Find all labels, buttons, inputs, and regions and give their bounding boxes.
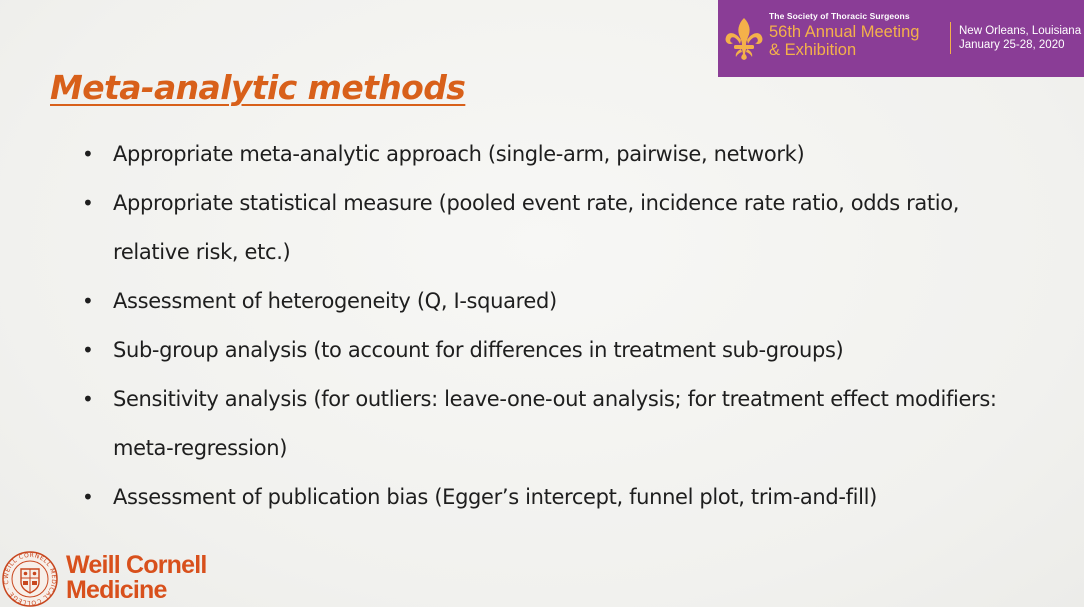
fleur-de-lis-icon xyxy=(725,18,763,60)
meeting-line-1: 56th Annual Meeting xyxy=(769,23,920,41)
bullet-dot-icon: • xyxy=(82,387,94,411)
bullet-dot-icon: • xyxy=(82,289,94,313)
bullet-dot-icon: • xyxy=(82,338,94,362)
bullet-dot-icon: • xyxy=(82,485,94,509)
bullet-text: Sensitivity analysis (for outliers: leav… xyxy=(113,387,997,460)
bullet-text: Assessment of publication bias (Egger’s … xyxy=(113,485,877,509)
slide-title: Meta-analytic methods xyxy=(50,68,466,107)
bullet-dot-icon: • xyxy=(82,191,94,215)
society-name: The Society of Thoracic Surgeons xyxy=(769,11,910,21)
bullet-text: Sub-group analysis (to account for diffe… xyxy=(113,338,844,362)
weill-cornell-logo: WEILL CORNELL MEDICAL COLLEGE · CORNELL … xyxy=(0,548,240,607)
bullet-text: Appropriate statistical measure (pooled … xyxy=(113,191,960,264)
bullet-text: Assessment of heterogeneity (Q, I-square… xyxy=(113,289,557,313)
logo-line-1: Weill Cornell xyxy=(66,551,207,579)
bullet-dot-icon: • xyxy=(82,142,94,166)
meeting-name: 56th Annual Meeting & Exhibition xyxy=(769,23,919,59)
bullet-item: • Sensitivity analysis (for outliers: lea… xyxy=(80,375,1040,473)
bullet-item: • Assessment of heterogeneity (Q, I-squar… xyxy=(80,277,1040,326)
bullet-item: • Appropriate statistical measure (pooled… xyxy=(80,179,1040,277)
meeting-line-2: & Exhibition xyxy=(769,41,857,59)
bullet-item: • Appropriate meta-analytic approach (sin… xyxy=(80,130,1040,179)
college-seal-icon: WEILL CORNELL MEDICAL COLLEGE · CORNELL … xyxy=(2,551,58,607)
banner-divider xyxy=(950,22,951,54)
bullet-list: • Appropriate meta-analytic approach (sin… xyxy=(80,130,1040,522)
bullet-item: • Assessment of publication bias (Egger’s… xyxy=(80,473,1040,522)
bullet-item: • Sub-group analysis (to account for diff… xyxy=(80,326,1040,375)
location-dates: January 25-28, 2020 xyxy=(959,39,1065,51)
conference-banner: The Society of Thoracic Surgeons 56th An… xyxy=(718,0,1084,77)
bullet-text: Appropriate meta-analytic approach (sing… xyxy=(113,142,805,166)
logo-wordmark: Weill Cornell Medicine xyxy=(66,553,207,603)
meeting-location: New Orleans, Louisiana January 25-28, 20… xyxy=(959,24,1081,52)
location-city: New Orleans, Louisiana xyxy=(959,25,1082,37)
logo-line-2: Medicine xyxy=(66,576,167,604)
